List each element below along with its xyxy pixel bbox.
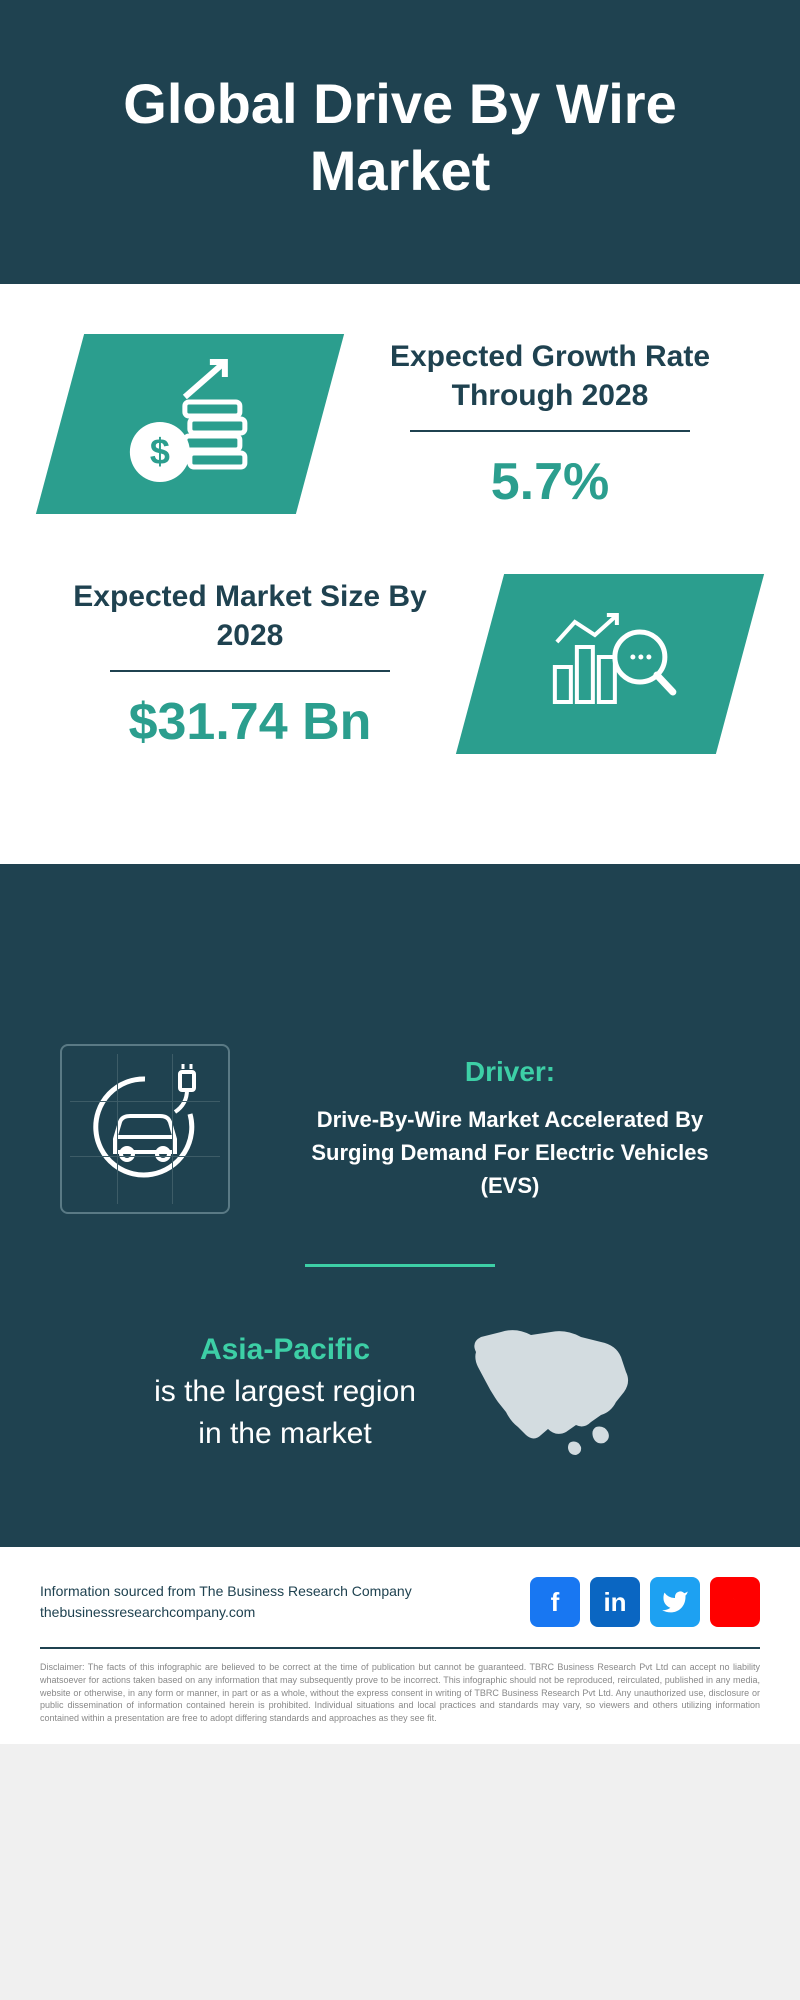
ev-car-icon xyxy=(80,1064,210,1194)
growth-text: Expected Growth Rate Through 2028 5.7% xyxy=(360,337,740,512)
divider xyxy=(410,430,690,432)
region-line2: in the market xyxy=(198,1417,371,1450)
size-text: Expected Market Size By 2028 $31.74 Bn xyxy=(60,577,440,752)
social-icons: f in ▶ xyxy=(530,1577,760,1627)
dark-section: Driver: Drive-By-Wire Market Accelerated… xyxy=(0,1004,800,1547)
disclaimer-text: Disclaimer: The facts of this infographi… xyxy=(40,1649,760,1724)
growth-label: Expected Growth Rate Through 2028 xyxy=(360,337,740,415)
driver-text: Driver: Drive-By-Wire Market Accelerated… xyxy=(280,1056,740,1202)
size-icon-box xyxy=(456,574,764,754)
header-section: Global Drive By Wire Market xyxy=(0,0,800,284)
stats-section: $ Expected Growth Rate Through 2028 5.7% xyxy=(0,284,800,864)
driver-row: Driver: Drive-By-Wire Market Accelerated… xyxy=(60,1044,740,1214)
growth-icon-box: $ xyxy=(36,334,344,514)
size-stat-row: Expected Market Size By 2028 $31.74 Bn xyxy=(60,574,740,754)
growth-value: 5.7% xyxy=(360,452,740,512)
linkedin-icon[interactable]: in xyxy=(590,1577,640,1627)
footer: Information sourced from The Business Re… xyxy=(0,1547,800,1744)
footer-source: Information sourced from The Business Re… xyxy=(40,1581,412,1623)
money-growth-icon: $ xyxy=(115,357,265,487)
divider xyxy=(110,670,390,672)
size-value: $31.74 Bn xyxy=(60,692,440,752)
region-line1: is the largest region xyxy=(154,1375,416,1408)
skyline-divider xyxy=(0,864,800,1004)
teal-divider xyxy=(305,1264,495,1267)
footer-top: Information sourced from The Business Re… xyxy=(40,1577,760,1649)
facebook-icon[interactable]: f xyxy=(530,1577,580,1627)
youtube-icon[interactable]: ▶ xyxy=(710,1577,760,1627)
svg-text:$: $ xyxy=(150,431,170,472)
region-text: Asia-Pacific is the largest region in th… xyxy=(154,1329,416,1455)
chart-analysis-icon xyxy=(535,597,685,727)
twitter-icon[interactable] xyxy=(650,1577,700,1627)
infographic-container: Global Drive By Wire Market $ xyxy=(0,0,800,1744)
driver-label: Driver: xyxy=(280,1056,740,1088)
size-label: Expected Market Size By 2028 xyxy=(60,577,440,655)
growth-stat-row: $ Expected Growth Rate Through 2028 5.7% xyxy=(60,334,740,514)
ev-icon-box xyxy=(60,1044,230,1214)
region-highlight: Asia-Pacific xyxy=(200,1333,370,1366)
asia-map-icon xyxy=(456,1317,646,1467)
main-title: Global Drive By Wire Market xyxy=(40,70,760,204)
region-row: Asia-Pacific is the largest region in th… xyxy=(60,1317,740,1467)
driver-description: Drive-By-Wire Market Accelerated By Surg… xyxy=(280,1103,740,1202)
